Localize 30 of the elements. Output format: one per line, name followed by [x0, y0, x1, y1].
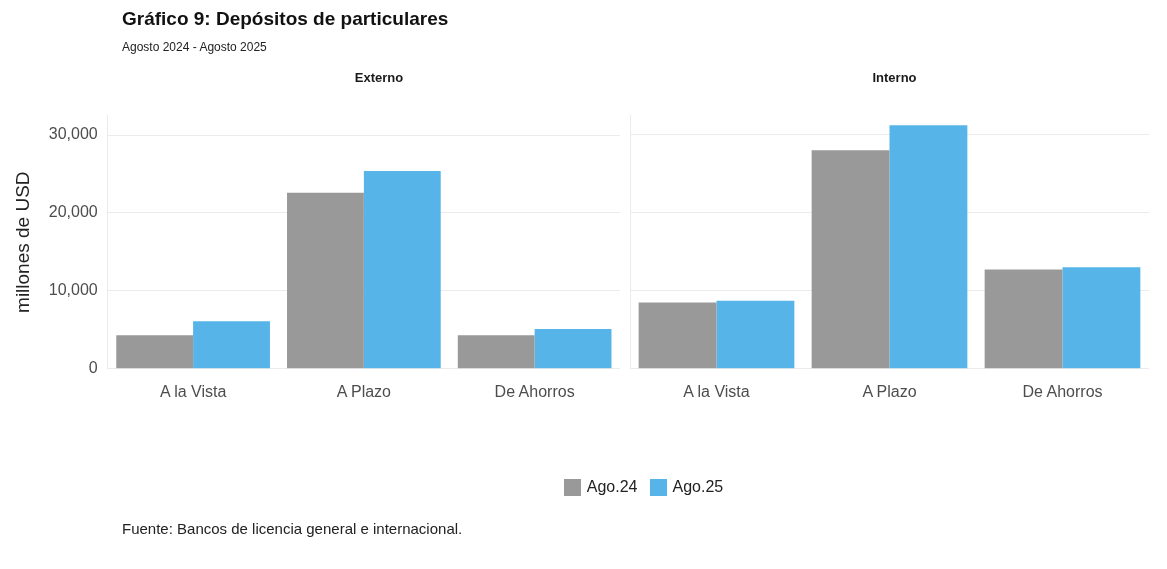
- x-tick-label: A la Vista: [159, 382, 227, 400]
- y-tick-label: 20,000: [48, 203, 98, 221]
- bar: [638, 302, 717, 369]
- bar: [534, 329, 612, 369]
- bar: [716, 300, 795, 369]
- bar: [457, 335, 535, 369]
- bar: [984, 269, 1063, 369]
- legend-label: Ago.24: [586, 478, 638, 496]
- source-note: Fuente: Bancos de licencia general e internacional.: [121, 520, 464, 537]
- y-tick-label: 10,000: [48, 281, 98, 299]
- y-axis-title: millones de USD: [11, 171, 33, 313]
- bar: [889, 125, 968, 369]
- text: Externo: [353, 70, 405, 87]
- x-tick-label: De Ahorros: [1022, 382, 1103, 400]
- x-tick-label: A Plazo: [862, 382, 917, 400]
- y-tick-label: 30,000: [48, 125, 98, 143]
- chart-title: Gráfico 9: Depósitos de particulares: [121, 8, 450, 31]
- x-tick-label: A Plazo: [336, 382, 392, 400]
- chart-subtitle: Agosto 2024 - Agosto 2025: [121, 40, 268, 56]
- x-tick-label: De Ahorros: [494, 382, 575, 400]
- bar: [363, 170, 441, 369]
- bar: [116, 335, 194, 369]
- x-tick-label: A la Vista: [683, 382, 750, 400]
- bar: [287, 192, 364, 369]
- bar: [1062, 267, 1141, 369]
- legend-label: Ago.25: [672, 478, 724, 496]
- bar: [811, 150, 890, 369]
- y-tick-label: 0: [88, 359, 98, 377]
- text: Interno: [871, 70, 918, 87]
- bar: [193, 321, 270, 369]
